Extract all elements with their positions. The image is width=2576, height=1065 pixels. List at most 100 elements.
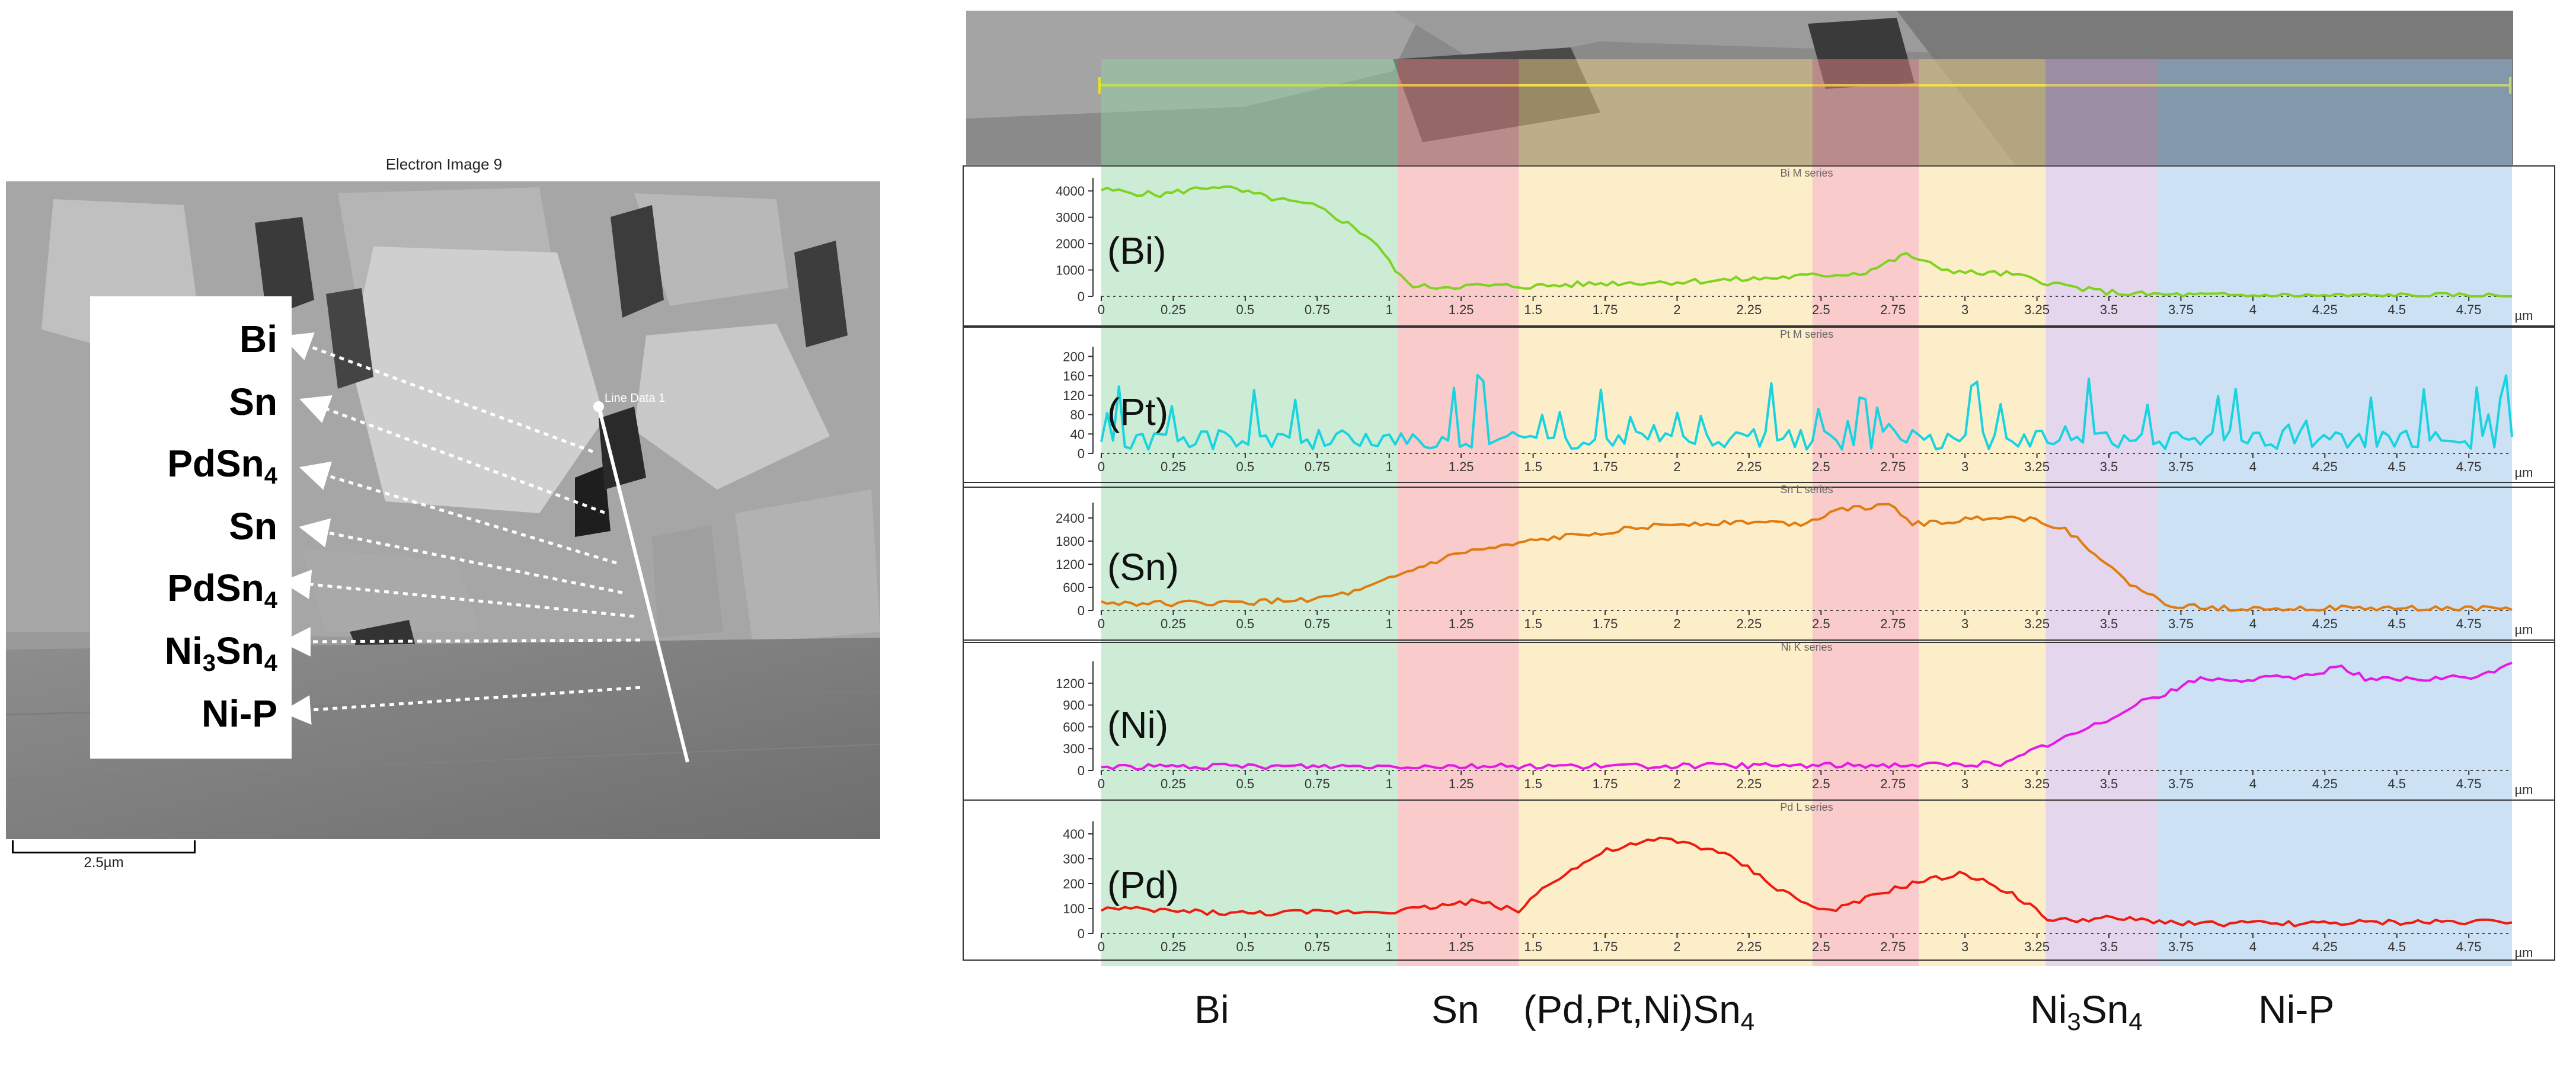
x-tick-label-4-4: 1 bbox=[1386, 939, 1393, 954]
x-tick-label-4-16: 4 bbox=[2249, 939, 2257, 954]
x-tick-label-1-14: 3.5 bbox=[2100, 459, 2118, 474]
x-tick-label-0-9: 2.25 bbox=[1736, 302, 1762, 317]
x-tick-label-1-1: 0.25 bbox=[1161, 459, 1186, 474]
arrow-pdsn4 bbox=[299, 461, 617, 565]
x-tick-label-1-13: 3.25 bbox=[2024, 459, 2050, 474]
x-tick-label-3-2: 0.5 bbox=[1236, 776, 1255, 791]
x-tick-label-2-7: 1.75 bbox=[1593, 616, 1618, 631]
x-tick-label-1-10: 2.5 bbox=[1812, 459, 1830, 474]
bottom-label-nip: Ni-P bbox=[2258, 987, 2335, 1031]
x-tick-label-2-17: 4.25 bbox=[2312, 616, 2338, 631]
x-tick-label-4-15: 3.75 bbox=[2168, 939, 2194, 954]
element-label-3: (Ni) bbox=[1107, 703, 1168, 746]
x-tick-label-3-11: 2.75 bbox=[1880, 776, 1906, 791]
x-tick-label-4-1: 0.25 bbox=[1161, 939, 1186, 954]
y-tick-label-0-1: 1000 bbox=[1056, 263, 1085, 278]
x-tick-label-1-3: 0.75 bbox=[1305, 459, 1330, 474]
x-tick-label-0-10: 2.5 bbox=[1812, 302, 1830, 317]
x-tick-label-0-5: 1.25 bbox=[1449, 302, 1474, 317]
panel-2: Sn L series 0 600 1200 1800 2400 0 0.25 0.5 0.75 1… bbox=[963, 482, 2555, 643]
panel-title-3: Ni K series bbox=[1781, 641, 1832, 653]
y-tick-label-3-3: 900 bbox=[1063, 698, 1085, 713]
x-tick-label-0-11: 2.75 bbox=[1880, 302, 1906, 317]
x-tick-label-2-9: 2.25 bbox=[1736, 616, 1762, 631]
x-tick-label-2-4: 1 bbox=[1386, 616, 1393, 631]
x-unit-2: µm bbox=[2514, 622, 2533, 637]
x-unit-0: µm bbox=[2514, 308, 2533, 323]
panel-title-2: Sn L series bbox=[1780, 484, 1833, 495]
x-tick-label-2-13: 3.25 bbox=[2024, 616, 2050, 631]
phase-regions bbox=[1101, 59, 2512, 966]
panel-frame-1 bbox=[963, 327, 2555, 488]
x-tick-label-1-16: 4 bbox=[2249, 459, 2257, 474]
x-tick-label-4-8: 2 bbox=[1673, 939, 1680, 954]
phase-label-ni3sn4: Ni3Sn4 bbox=[164, 629, 277, 676]
x-tick-label-3-6: 1.5 bbox=[1524, 776, 1542, 791]
x-tick-label-4-6: 1.5 bbox=[1524, 939, 1542, 954]
x-tick-label-3-19: 4.75 bbox=[2456, 776, 2482, 791]
series-line-2 bbox=[1101, 503, 2513, 612]
x-tick-label-1-8: 2 bbox=[1673, 459, 1680, 474]
x-tick-label-0-2: 0.5 bbox=[1236, 302, 1255, 317]
phase-region-1 bbox=[1398, 59, 1519, 966]
x-tick-label-3-3: 0.75 bbox=[1305, 776, 1330, 791]
x-tick-label-1-9: 2.25 bbox=[1736, 459, 1762, 474]
x-tick-label-4-14: 3.5 bbox=[2100, 939, 2118, 954]
phase-label-sn-2: Sn bbox=[229, 505, 277, 548]
element-label-2: (Sn) bbox=[1107, 546, 1179, 589]
x-tick-label-1-12: 3 bbox=[1961, 459, 1968, 474]
x-tick-label-2-18: 4.5 bbox=[2388, 616, 2406, 631]
x-tick-label-4-11: 2.75 bbox=[1880, 939, 1906, 954]
y-tick-label-0-2: 2000 bbox=[1056, 236, 1085, 251]
x-tick-label-2-5: 1.25 bbox=[1449, 616, 1474, 631]
x-tick-label-3-4: 1 bbox=[1386, 776, 1393, 791]
x-tick-label-0-12: 3 bbox=[1961, 302, 1968, 317]
x-tick-label-3-5: 1.25 bbox=[1449, 776, 1474, 791]
x-tick-label-3-15: 3.75 bbox=[2168, 776, 2194, 791]
y-tick-label-2-0: 0 bbox=[1078, 603, 1085, 618]
y-tick-label-2-4: 2400 bbox=[1056, 511, 1085, 526]
y-tick-label-4-2: 200 bbox=[1063, 877, 1085, 891]
y-tick-label-0-3: 3000 bbox=[1056, 210, 1085, 225]
x-tick-label-2-15: 3.75 bbox=[2168, 616, 2194, 631]
x-tick-label-1-15: 3.75 bbox=[2168, 459, 2194, 474]
x-tick-label-0-0: 0 bbox=[1098, 302, 1105, 317]
bottom-label-ni3sn4: Ni3Sn4 bbox=[2030, 987, 2143, 1035]
series-line-3 bbox=[1101, 661, 2513, 771]
y-tick-label-2-1: 600 bbox=[1063, 580, 1085, 595]
x-tick-label-1-6: 1.5 bbox=[1524, 459, 1542, 474]
x-unit-4: µm bbox=[2514, 945, 2533, 960]
y-tick-label-4-1: 100 bbox=[1063, 901, 1085, 916]
x-tick-label-2-0: 0 bbox=[1098, 616, 1105, 631]
panel-1: Pt M series 0 40 80 120 160 200 0 0.25 0.5 0.75 1 1.… bbox=[963, 327, 2555, 488]
arrow-pdsn4-2 bbox=[281, 570, 635, 618]
x-tick-label-1-7: 1.75 bbox=[1593, 459, 1618, 474]
y-tick-label-2-2: 1200 bbox=[1056, 557, 1085, 572]
x-tick-label-1-2: 0.5 bbox=[1236, 459, 1255, 474]
panel-title-1: Pt M series bbox=[1780, 328, 1833, 340]
element-label-4: (Pd) bbox=[1107, 863, 1179, 906]
scale-bar bbox=[12, 840, 196, 853]
x-tick-label-0-16: 4 bbox=[2249, 302, 2257, 317]
x-tick-label-3-0: 0 bbox=[1098, 776, 1105, 791]
x-tick-label-2-11: 2.75 bbox=[1880, 616, 1906, 631]
x-tick-label-3-16: 4 bbox=[2249, 776, 2257, 791]
series-line-0 bbox=[1101, 185, 2512, 298]
panel-frame-2 bbox=[963, 482, 2555, 643]
y-tick-label-0-0: 0 bbox=[1078, 289, 1085, 304]
x-tick-label-0-6: 1.5 bbox=[1524, 302, 1542, 317]
x-tick-label-0-13: 3.25 bbox=[2024, 302, 2050, 317]
y-tick-label-1-0: 0 bbox=[1078, 446, 1085, 461]
series-line-1 bbox=[1100, 373, 2513, 451]
y-tick-label-3-1: 300 bbox=[1063, 741, 1085, 756]
x-unit-3: µm bbox=[2514, 782, 2533, 797]
x-tick-label-1-11: 2.75 bbox=[1880, 459, 1906, 474]
x-tick-label-1-18: 4.5 bbox=[2388, 459, 2406, 474]
x-tick-label-0-4: 1 bbox=[1386, 302, 1393, 317]
x-tick-label-1-4: 1 bbox=[1386, 459, 1393, 474]
y-tick-label-4-0: 0 bbox=[1078, 926, 1085, 941]
